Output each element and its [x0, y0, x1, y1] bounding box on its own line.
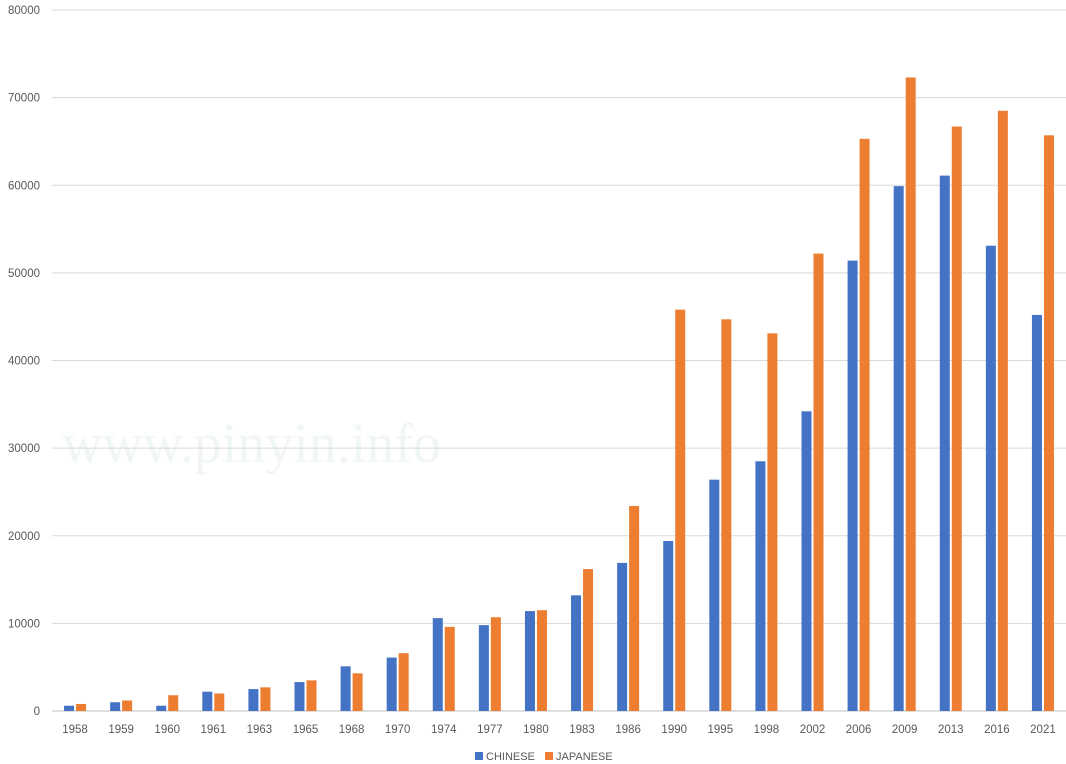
bar-japanese-1970 [398, 653, 409, 711]
bar-japanese-1986 [629, 505, 640, 711]
y-tick-label: 70000 [8, 93, 40, 105]
x-tick-label: 1965 [293, 724, 319, 736]
y-tick-label: 60000 [8, 180, 40, 192]
x-tick-label: 1995 [708, 724, 734, 736]
x-tick-label: 1968 [339, 724, 365, 736]
bar-japanese-2021 [1043, 135, 1054, 711]
x-axis: 1958 1959 1960 1961 1963 1965 1968 1970 1974 1977… [62, 724, 1056, 736]
legend-swatch-japanese [545, 752, 553, 760]
bar-chinese-2013 [939, 175, 950, 711]
x-tick-label: 2016 [984, 724, 1010, 736]
bar-japanese-2002 [813, 253, 824, 711]
x-tick-label: 1970 [385, 724, 411, 736]
legend-label-chinese: CHINESE [486, 751, 535, 763]
gridlines [52, 9, 1066, 712]
bar-chinese-2002 [801, 411, 812, 711]
y-tick-label: 40000 [8, 356, 40, 368]
bar-chinese-1983 [571, 595, 582, 711]
bar-japanese-1980 [536, 610, 547, 711]
bar-chinese-1998 [755, 461, 766, 711]
bar-chinese-2021 [1031, 314, 1042, 711]
y-tick-label: 30000 [8, 443, 40, 455]
x-tick-label: 1986 [615, 724, 641, 736]
bars [64, 77, 1054, 712]
bar-chinese-2009 [893, 186, 904, 712]
bar-japanese-2016 [997, 110, 1008, 712]
x-tick-label: 2009 [892, 724, 918, 736]
x-tick-label: 2013 [938, 724, 964, 736]
bar-chinese-1963 [248, 689, 259, 711]
bar-japanese-1959 [122, 700, 133, 711]
bar-japanese-2006 [859, 138, 870, 712]
watermark-text: www.pinyin.info [62, 413, 441, 475]
bar-japanese-1960 [168, 695, 179, 711]
bar-japanese-1968 [352, 673, 363, 711]
bar-chinese-1986 [617, 562, 628, 711]
y-axis: 0 10000 20000 30000 40000 50000 60000 70000 8000… [8, 5, 40, 718]
legend-label-japanese: JAPANESE [556, 751, 613, 763]
x-tick-label: 1990 [661, 724, 687, 736]
bar-chinese-1960 [156, 705, 167, 711]
legend: CHINESE JAPANESE [475, 751, 613, 763]
bar-japanese-1958 [76, 703, 87, 711]
bar-chinese-1977 [478, 625, 489, 711]
x-tick-label: 1977 [477, 724, 503, 736]
bar-japanese-2009 [905, 77, 916, 711]
bar-chinese-1970 [386, 657, 397, 711]
bar-japanese-1995 [721, 319, 732, 711]
bar-chinese-1965 [294, 682, 305, 711]
x-tick-label: 1961 [201, 724, 227, 736]
x-tick-label: 2021 [1030, 724, 1056, 736]
x-tick-label: 1958 [62, 724, 88, 736]
bar-japanese-2013 [951, 126, 962, 711]
x-tick-label: 1959 [108, 724, 134, 736]
legend-swatch-chinese [475, 752, 483, 760]
y-tick-label: 10000 [8, 618, 40, 630]
bar-japanese-1983 [583, 569, 594, 711]
x-tick-label: 1998 [754, 724, 780, 736]
bar-japanese-1990 [675, 309, 686, 711]
bar-chinese-1995 [709, 479, 720, 711]
bar-chinese-1968 [340, 666, 351, 711]
bar-chinese-2006 [847, 260, 858, 711]
x-tick-label: 1974 [431, 724, 457, 736]
x-tick-label: 1980 [523, 724, 549, 736]
bar-chinese-1980 [524, 611, 535, 711]
x-tick-label: 1963 [247, 724, 273, 736]
x-tick-label: 2002 [800, 724, 826, 736]
bar-chinese-1961 [202, 691, 213, 711]
y-tick-label: 50000 [8, 268, 40, 280]
bar-japanese-1963 [260, 687, 271, 711]
x-tick-label: 1960 [154, 724, 180, 736]
bar-chinese-1958 [64, 705, 75, 711]
bar-chinese-1959 [110, 702, 121, 711]
bar-chinese-2016 [985, 245, 996, 711]
bar-chinese-1974 [432, 618, 443, 711]
bar-japanese-1974 [444, 626, 455, 711]
bar-japanese-1965 [306, 680, 317, 711]
bar-chinese-1990 [663, 541, 674, 711]
y-tick-label: 0 [34, 706, 40, 718]
y-tick-label: 20000 [8, 531, 40, 543]
bar-japanese-1961 [214, 693, 225, 711]
y-tick-label: 80000 [8, 5, 40, 17]
bar-japanese-1998 [767, 333, 778, 711]
bar-japanese-1977 [490, 617, 501, 711]
x-tick-label: 1983 [569, 724, 595, 736]
x-tick-label: 2006 [846, 724, 872, 736]
